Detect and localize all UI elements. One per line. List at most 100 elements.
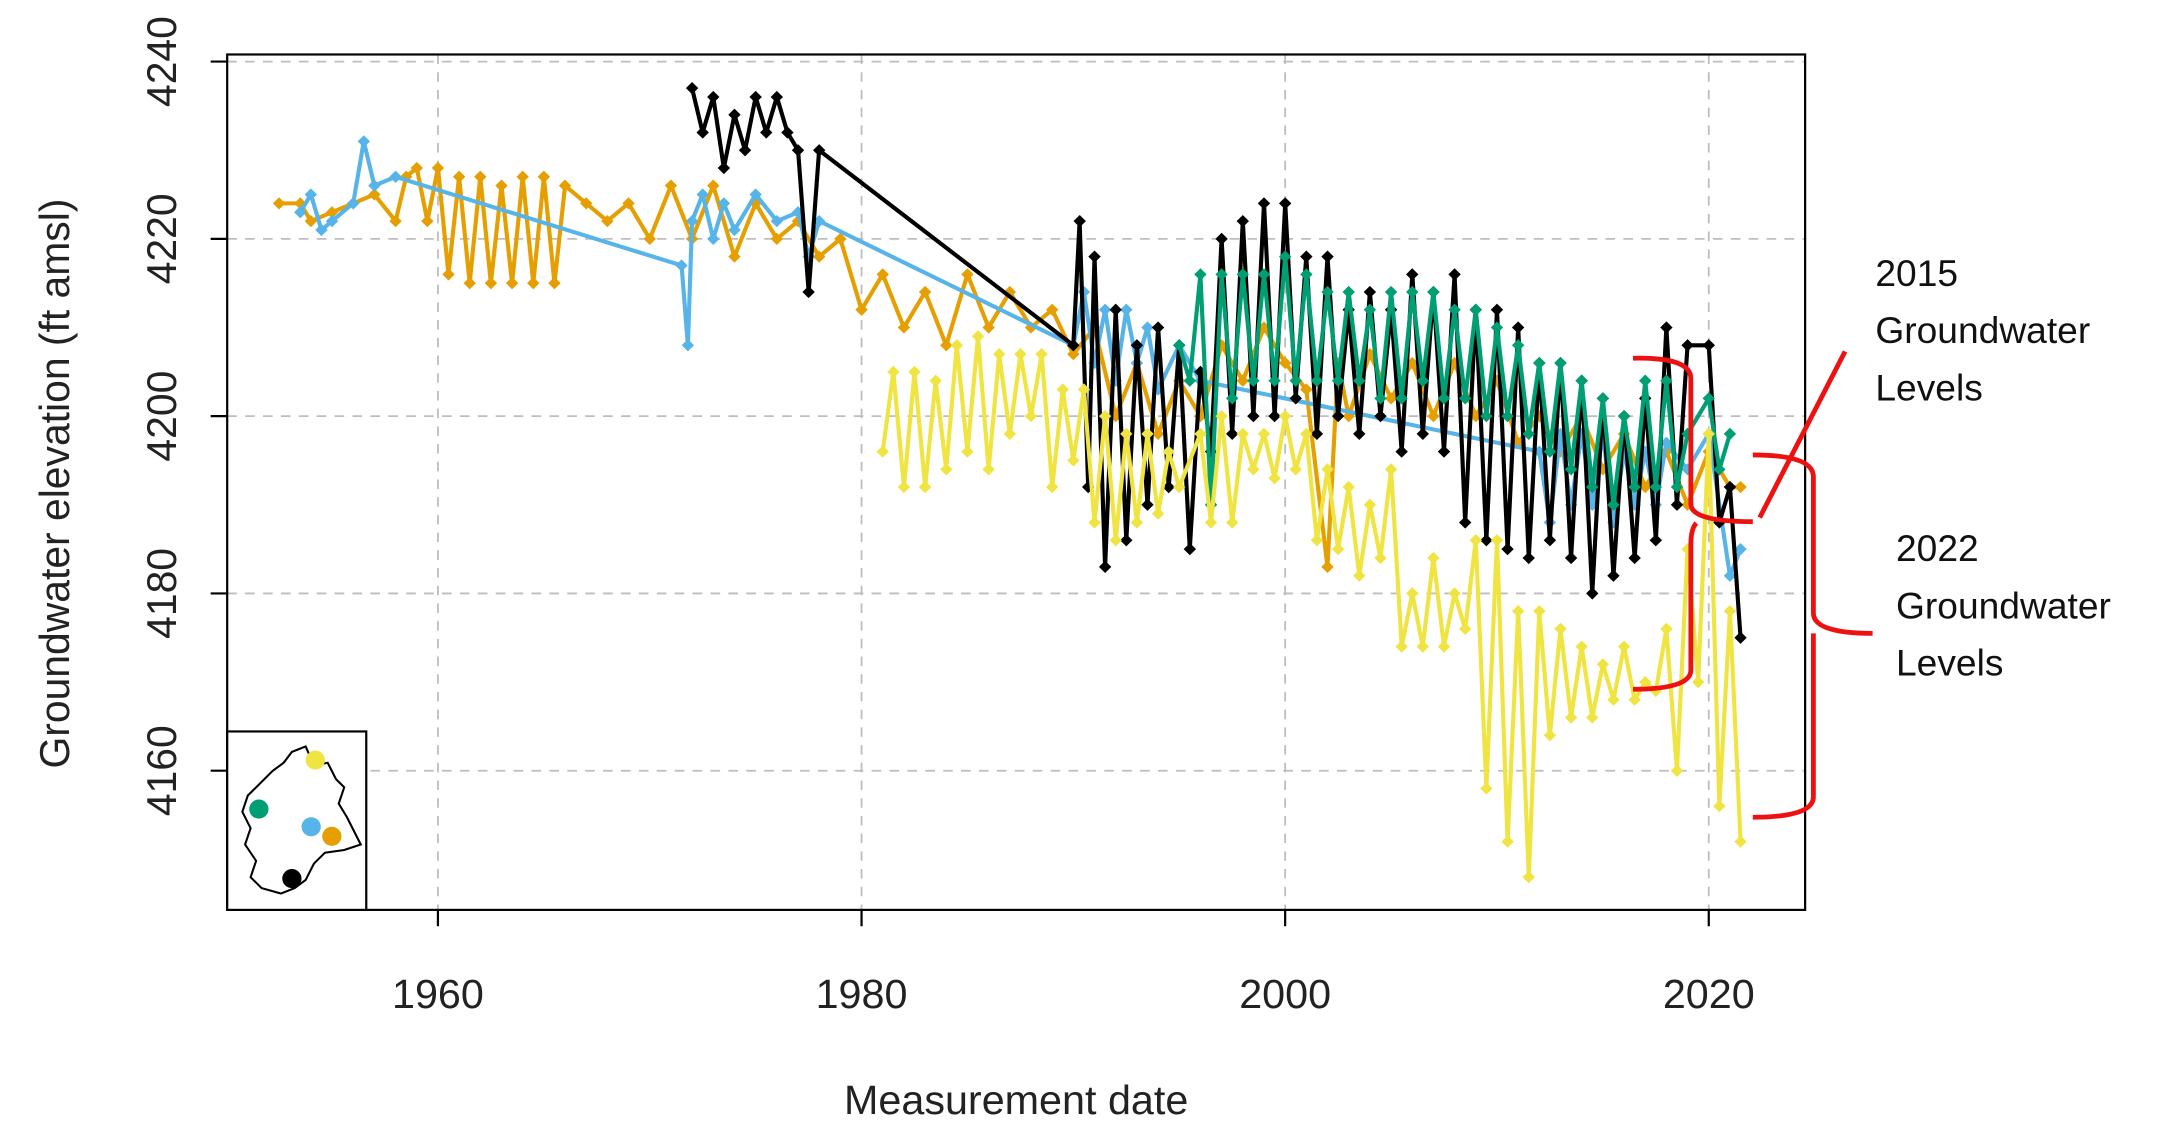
point (982, 463, 995, 476)
point (1151, 321, 1165, 334)
point (664, 179, 678, 192)
point (1067, 454, 1080, 467)
point (1353, 374, 1366, 387)
point (1331, 542, 1345, 556)
point (770, 215, 784, 228)
point (1522, 427, 1535, 441)
point (1628, 693, 1641, 706)
point (1268, 374, 1281, 387)
point (1427, 551, 1440, 565)
point (1215, 232, 1228, 245)
point (1098, 560, 1112, 573)
point (950, 339, 964, 352)
point (1257, 427, 1271, 441)
point (452, 170, 466, 183)
point (1501, 410, 1514, 423)
point (389, 215, 402, 228)
point (1342, 480, 1355, 494)
point (1363, 498, 1377, 511)
point (1289, 463, 1302, 476)
point (1480, 782, 1493, 795)
point (1406, 587, 1419, 600)
point (1554, 622, 1567, 636)
point (1617, 410, 1631, 423)
point (527, 277, 540, 290)
point (1543, 534, 1557, 547)
point (993, 347, 1006, 361)
point (1300, 250, 1313, 263)
point (1247, 410, 1260, 423)
point (1458, 516, 1472, 529)
point (558, 179, 572, 192)
point (1395, 445, 1408, 458)
point (1067, 339, 1080, 352)
point (1522, 870, 1535, 884)
point (1554, 356, 1567, 370)
point (749, 90, 762, 104)
point (728, 108, 741, 121)
point (982, 321, 995, 334)
point (1511, 321, 1525, 334)
point (505, 277, 519, 290)
point (1437, 392, 1451, 405)
point (1458, 622, 1472, 636)
point (1437, 445, 1451, 458)
point (1660, 622, 1673, 636)
bracket (1752, 452, 1873, 820)
point (1607, 693, 1620, 706)
point (1278, 197, 1292, 210)
x-tick-label: 2020 (1663, 971, 1755, 1017)
point (707, 90, 720, 104)
point (1300, 268, 1313, 281)
annotation-text: 2015 (1875, 253, 1958, 294)
point (1670, 480, 1684, 494)
point (1670, 498, 1684, 511)
point (1098, 303, 1112, 316)
x-axis-label: Measurement date (844, 1077, 1188, 1123)
inset-dot (282, 869, 302, 889)
point (1723, 605, 1737, 618)
point (971, 330, 985, 343)
plot-frame (226, 53, 1807, 911)
point (1278, 410, 1292, 423)
point (1617, 640, 1631, 653)
point (1639, 480, 1652, 494)
point (1691, 675, 1705, 689)
point (1469, 534, 1482, 547)
point (1734, 480, 1747, 494)
point (1649, 480, 1663, 494)
point (294, 206, 307, 219)
point (897, 321, 911, 334)
annotation-text: Levels (1875, 368, 1982, 409)
inset-dot (305, 750, 325, 770)
point (707, 232, 720, 245)
point (918, 285, 932, 299)
point (1363, 285, 1377, 299)
point (272, 197, 286, 210)
point (1734, 631, 1747, 644)
point (749, 188, 762, 201)
point (421, 215, 434, 228)
point (1289, 392, 1302, 405)
point (1543, 729, 1557, 742)
point (1226, 392, 1239, 405)
point (304, 188, 318, 201)
point (897, 480, 911, 494)
point (1321, 250, 1334, 263)
annotation-text: Groundwater (1875, 310, 2090, 351)
point (1073, 215, 1086, 228)
point (876, 268, 889, 281)
point (1607, 498, 1620, 511)
point (1511, 339, 1525, 352)
point (1723, 569, 1737, 582)
point (1278, 250, 1292, 263)
point (1067, 347, 1080, 361)
point (1109, 303, 1122, 316)
point (1660, 374, 1673, 387)
point (1226, 427, 1239, 441)
point (1660, 321, 1673, 334)
point (707, 179, 720, 192)
inset-dot (322, 826, 342, 846)
point (1247, 374, 1260, 387)
